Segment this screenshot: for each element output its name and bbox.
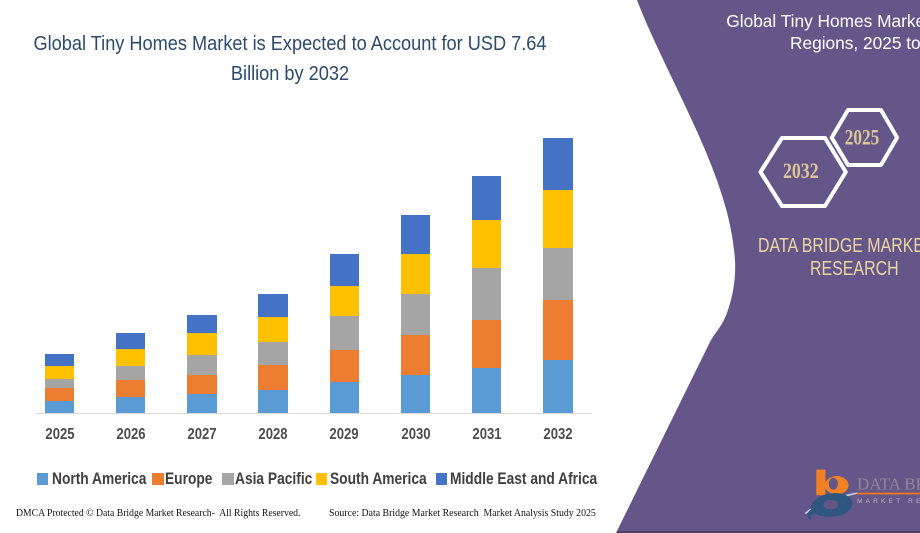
svg-text:MARKET RE: MARKET RE: [857, 498, 920, 505]
svg-text:2025: 2025: [845, 126, 880, 150]
svg-text:DATA BR: DATA BR: [857, 475, 920, 494]
svg-text:2032: 2032: [783, 158, 819, 183]
